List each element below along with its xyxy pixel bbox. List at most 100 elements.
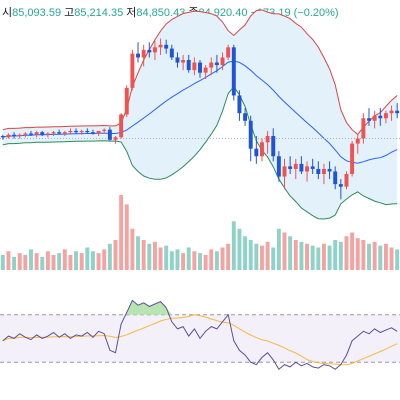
candle-body bbox=[45, 133, 50, 135]
volume-bar bbox=[29, 249, 33, 270]
low-value: 84,850.43 bbox=[136, 7, 186, 19]
candle-body bbox=[355, 138, 360, 144]
volume-bar bbox=[367, 243, 371, 270]
candle-body bbox=[169, 48, 174, 58]
candle-body bbox=[29, 133, 33, 135]
volume-bar bbox=[350, 232, 355, 270]
volume-bar bbox=[260, 245, 264, 270]
candle-body bbox=[383, 113, 388, 119]
candle-body bbox=[186, 60, 191, 71]
volume-bar bbox=[226, 243, 231, 270]
volume-bar bbox=[271, 247, 276, 270]
candle-body bbox=[130, 53, 135, 88]
candle-body bbox=[68, 130, 73, 133]
candle-body bbox=[85, 130, 90, 133]
candle-body bbox=[316, 168, 321, 174]
candle-body bbox=[231, 47, 236, 96]
volume-bar bbox=[6, 251, 11, 270]
volume-bar bbox=[130, 228, 135, 270]
candle-body bbox=[237, 95, 242, 114]
volume-bar bbox=[96, 253, 101, 270]
bollinger-lower-line bbox=[2, 85, 398, 220]
high-value: 85,214.35 bbox=[74, 7, 124, 19]
volume-bar bbox=[355, 238, 360, 270]
candle-body bbox=[209, 62, 214, 68]
volume-bar bbox=[209, 249, 214, 270]
candle-body bbox=[361, 118, 366, 139]
candle-body bbox=[299, 163, 304, 172]
candle-body bbox=[96, 130, 101, 134]
volume-bar bbox=[79, 253, 84, 270]
candle-body bbox=[147, 49, 152, 53]
volume-bar bbox=[220, 247, 225, 270]
bollinger-upper-line bbox=[2, 9, 398, 136]
volume-bar bbox=[141, 240, 146, 270]
candle-body bbox=[62, 132, 67, 134]
open-label: 시 bbox=[2, 7, 13, 19]
volume-bar bbox=[372, 241, 377, 270]
volume-bar bbox=[40, 256, 45, 270]
volume-bar bbox=[57, 253, 62, 270]
candle-body bbox=[17, 134, 22, 136]
candle-body bbox=[367, 118, 371, 121]
volume-bar bbox=[293, 240, 298, 270]
bollinger-band-fill bbox=[2, 9, 398, 220]
candle-body bbox=[6, 134, 11, 138]
volume-bar bbox=[389, 247, 394, 270]
volume-bar bbox=[175, 249, 180, 270]
volume-bar bbox=[378, 245, 383, 270]
candle-body bbox=[164, 44, 169, 49]
candle-body bbox=[378, 115, 383, 119]
volume-bar bbox=[338, 241, 343, 270]
open-value: 85,093.59 bbox=[12, 7, 62, 19]
volume-bar bbox=[164, 245, 169, 270]
volume-bar bbox=[192, 251, 197, 270]
candle-body bbox=[34, 132, 39, 135]
volume-bar bbox=[231, 221, 236, 270]
candle-body bbox=[79, 130, 84, 133]
candle-body bbox=[12, 134, 17, 136]
bollinger-mid-line bbox=[2, 60, 398, 164]
rsi-overbought-fill bbox=[166, 307, 172, 315]
candle-body bbox=[333, 171, 338, 185]
volume-bar bbox=[265, 241, 270, 270]
candle-body bbox=[113, 137, 118, 140]
candle-body bbox=[293, 163, 298, 169]
volume-bar bbox=[203, 255, 208, 270]
rsi-overbought-fill bbox=[149, 304, 155, 315]
volume-bar bbox=[102, 249, 107, 270]
volume-bar bbox=[23, 255, 28, 270]
candle-body bbox=[90, 132, 95, 134]
rsi-overbought-fill bbox=[132, 300, 139, 315]
volume-bar bbox=[90, 251, 95, 270]
candle-body bbox=[214, 62, 219, 66]
volume-bar bbox=[158, 247, 163, 270]
rsi-overbought-fill bbox=[160, 301, 167, 315]
candle-body bbox=[243, 113, 248, 121]
volume-bar bbox=[288, 236, 293, 270]
volume-bar bbox=[316, 247, 321, 270]
volume-bar bbox=[136, 236, 140, 270]
volume-bar bbox=[248, 240, 253, 270]
volume-bar bbox=[181, 253, 186, 270]
candle-body bbox=[226, 47, 231, 58]
volume-bar bbox=[45, 251, 50, 270]
volume-bar bbox=[169, 251, 174, 270]
volume-bar bbox=[0, 255, 5, 270]
volume-bar bbox=[395, 249, 400, 270]
candle-body bbox=[321, 168, 326, 174]
volume-bar bbox=[333, 240, 338, 270]
candle-body bbox=[102, 129, 107, 131]
volume-bar bbox=[282, 232, 287, 270]
volume-bar bbox=[186, 247, 191, 270]
volume-bar bbox=[34, 253, 39, 270]
volume-bar bbox=[214, 251, 219, 270]
volume-bar bbox=[310, 245, 315, 270]
volume-bar bbox=[62, 249, 67, 270]
candle-body bbox=[395, 110, 400, 114]
volume-bar bbox=[299, 241, 304, 270]
candle-body bbox=[51, 132, 56, 134]
candle-body bbox=[389, 110, 394, 114]
volume-bar bbox=[383, 243, 388, 270]
